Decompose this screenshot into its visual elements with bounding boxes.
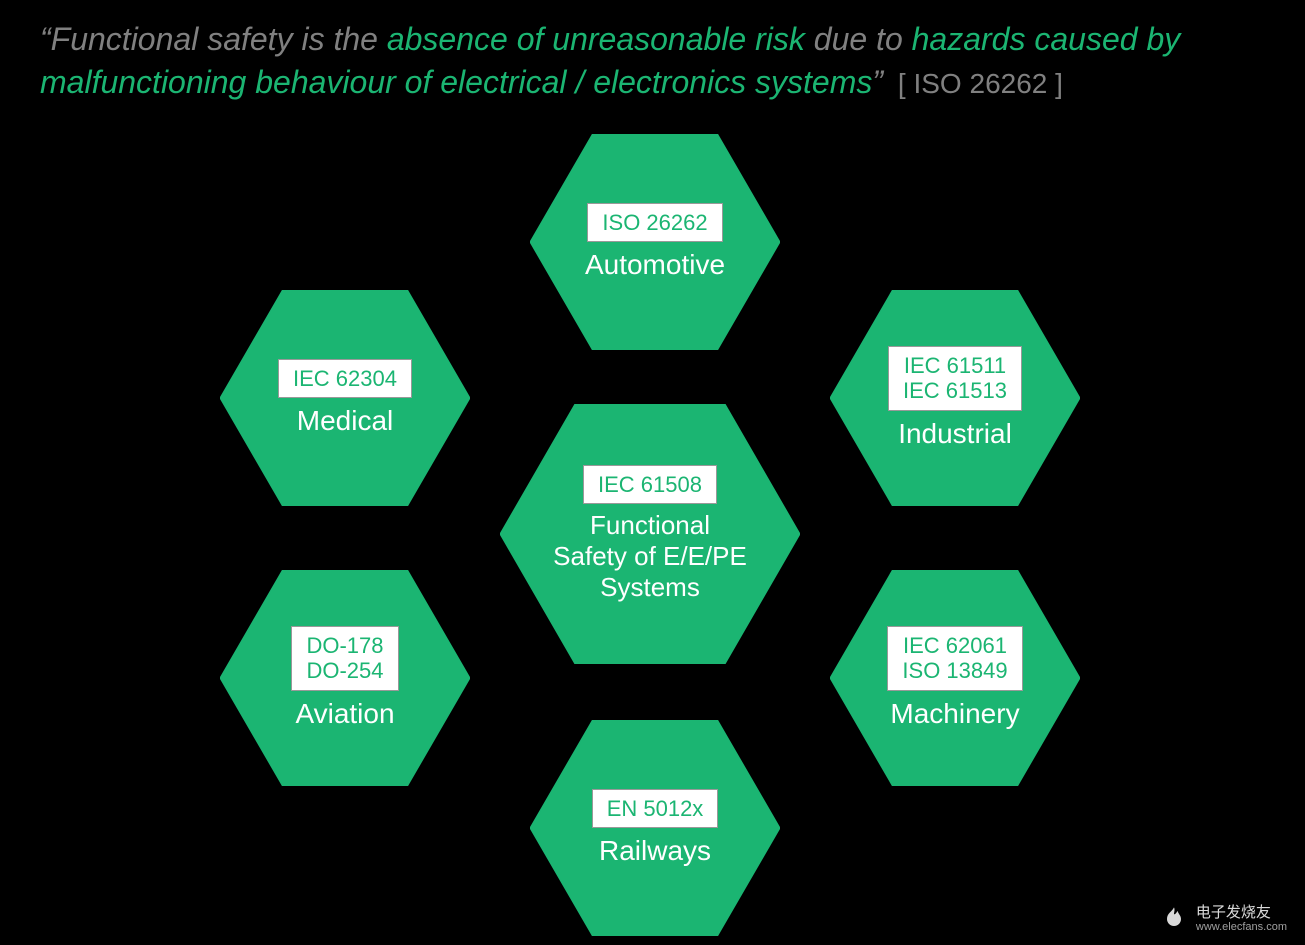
hex-node-machinery: IEC 62061 ISO 13849 Machinery [830,570,1080,786]
hex-title: Machinery [890,697,1019,731]
standard-badge: IEC 62304 [278,359,412,398]
hex-title: Railways [599,834,711,868]
hex-title: Aviation [295,697,394,731]
hex-cluster-diagram: IEC 61508 Functional Safety of E/E/PE Sys… [0,0,1305,945]
watermark-name: 电子发烧友 [1196,905,1287,922]
hex-node-automotive: ISO 26262 Automotive [530,134,780,350]
hex-title: Industrial [898,417,1012,451]
watermark: 电子发烧友 www.elecfans.com [1160,905,1287,934]
hex-node-medical: IEC 62304 Medical [220,290,470,506]
hex-title: Medical [297,404,393,438]
hex-content: EN 5012x Railways [530,720,780,936]
hex-content: IEC 61508 Functional Safety of E/E/PE Sys… [500,404,800,664]
standard-badge: ISO 26262 [587,203,722,242]
hex-content: ISO 26262 Automotive [530,134,780,350]
flame-icon [1160,905,1188,933]
hex-node-railways: EN 5012x Railways [530,720,780,936]
standard-badge: DO-178 DO-254 [291,626,398,691]
hex-title: Automotive [585,248,725,282]
hex-node-center: IEC 61508 Functional Safety of E/E/PE Sys… [500,404,800,664]
hex-content: IEC 61511 IEC 61513 Industrial [830,290,1080,506]
standard-badge: IEC 61508 [583,465,717,504]
hex-content: IEC 62061 ISO 13849 Machinery [830,570,1080,786]
hex-content: IEC 62304 Medical [220,290,470,506]
standard-badge: IEC 62061 ISO 13849 [887,626,1022,691]
hex-node-industrial: IEC 61511 IEC 61513 Industrial [830,290,1080,506]
watermark-url: www.elecfans.com [1196,921,1287,933]
hex-title: Functional Safety of E/E/PE Systems [553,510,747,604]
hex-node-aviation: DO-178 DO-254 Aviation [220,570,470,786]
hex-content: DO-178 DO-254 Aviation [220,570,470,786]
standard-badge: EN 5012x [592,789,719,828]
standard-badge: IEC 61511 IEC 61513 [888,346,1022,411]
